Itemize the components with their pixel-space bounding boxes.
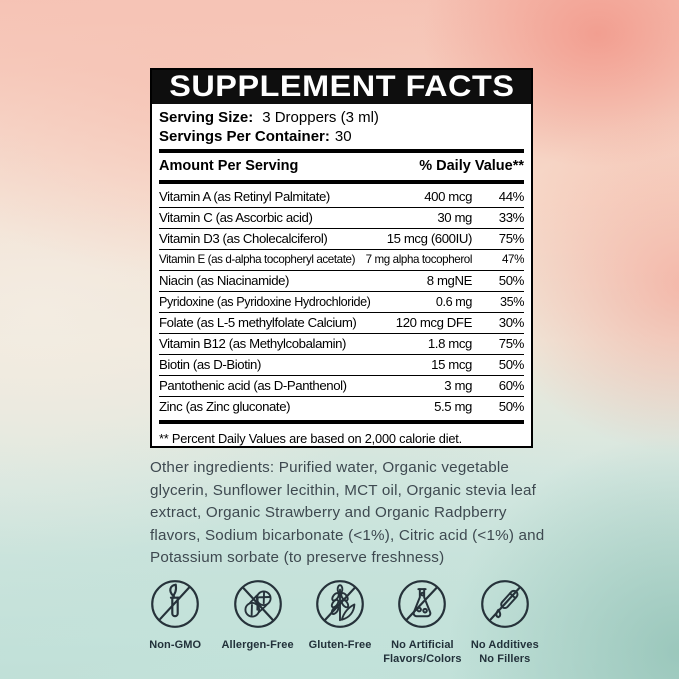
nutrient-dv: 33%: [498, 210, 525, 225]
panel-body: Serving Size: 3 Droppers (3 ml) Servings …: [152, 104, 531, 451]
daily-value-footnote: ** Percent Daily Values are based on 2,0…: [159, 431, 462, 446]
nutrient-name: Vitamin C (as Ascorbic acid): [159, 210, 313, 225]
nutrient-name: Vitamin D3 (as Cholecalciferol): [159, 231, 328, 246]
nutrient-amount: 30 mg: [437, 210, 472, 225]
nutrient-amount: 400 mcg: [424, 189, 472, 204]
nutrient-name: Niacin (as Niacinamide): [159, 273, 290, 288]
thick-rule: [159, 180, 524, 184]
gluten-free-icon: [316, 580, 364, 628]
nutrient-name: Zinc (as Zinc gluconate): [159, 399, 291, 414]
allergen-free-icon: [233, 580, 282, 628]
nutrient-name: Vitamin B12 (as Methylcobalamin): [159, 336, 347, 351]
badge-label: No Additives No Fillers: [470, 639, 539, 665]
nutrient-dv: 47%: [501, 253, 524, 266]
table-row: Zinc (as Zinc gluconate) 5.5 mg 50%: [159, 396, 524, 417]
nutrient-name: Folate (as L-5 methylfolate Calcium): [159, 315, 357, 330]
badge-no-additives: No Additives No Fillers: [464, 577, 546, 666]
serving-size-line: Serving Size: 3 Droppers (3 ml): [159, 108, 524, 127]
servings-per-container-line: Servings Per Container: 30: [159, 127, 524, 146]
amount-per-serving-header: Amount Per Serving: [159, 158, 299, 174]
nutrient-table: Vitamin A (as Retinyl Palmitate) 400 mcg…: [159, 187, 524, 417]
nutrient-dv: 75%: [498, 336, 525, 351]
nutrient-dv: 60%: [498, 378, 525, 393]
nutrient-name: Biotin (as D-Biotin): [159, 357, 261, 372]
table-row: Pyridoxine (as Pyridoxine Hydrochloride)…: [159, 291, 524, 312]
other-ingredients-text: Other ingredients: Purified water, Organ…: [150, 459, 545, 566]
nutrient-dv: 30%: [498, 315, 525, 330]
nutrient-amount: 0.6 mg: [435, 295, 473, 309]
nutrient-name: Vitamin A (as Retinyl Palmitate): [159, 189, 330, 204]
nutrient-amount: 15 mcg: [431, 357, 472, 372]
no-artificial-icon: [398, 580, 447, 628]
servings-per-container-value: 30: [334, 128, 352, 145]
badge-label: No Artificial Flavors/Colors: [383, 639, 462, 665]
table-header-row: Amount Per Serving % Daily Value**: [159, 156, 524, 177]
nutrient-amount: 120 mcg DFE: [395, 315, 473, 330]
serving-size-value: 3 Droppers (3 ml): [262, 109, 379, 126]
nutrient-dv: 50%: [498, 273, 525, 288]
panel-title: SUPPLEMENT FACTS: [168, 70, 515, 103]
table-row: Vitamin C (as Ascorbic acid) 30 mg 33%: [159, 207, 524, 228]
nutrient-amount: 8 mgNE: [426, 273, 473, 288]
nutrient-amount: 5.5 mg: [434, 399, 472, 414]
badge-label: Non-GMO: [149, 639, 202, 651]
nutrient-amount: 15 mcg (600IU): [386, 231, 473, 246]
table-row: Vitamin E (as d-alpha tocopheryl acetate…: [159, 249, 524, 270]
non-gmo-icon: [151, 580, 200, 628]
panel-title-bar: SUPPLEMENT FACTS: [152, 70, 531, 104]
daily-value-header: % Daily Value**: [419, 158, 524, 174]
badge-no-artificial: No Artificial Flavors/Colors: [381, 577, 463, 666]
badge-allergen-free: Allergen-Free: [216, 577, 298, 666]
no-additives-icon: [480, 580, 529, 628]
badge-non-gmo: Non-GMO: [134, 577, 216, 666]
table-row: Vitamin A (as Retinyl Palmitate) 400 mcg…: [159, 187, 524, 207]
nutrient-amount: 3 mg: [444, 378, 472, 393]
table-row: Vitamin B12 (as Methylcobalamin) 1.8 mcg…: [159, 333, 524, 354]
table-row: Niacin (as Niacinamide) 8 mgNE 50%: [159, 270, 524, 291]
nutrient-dv: 44%: [498, 189, 525, 204]
badge-label: Gluten-Free: [308, 639, 372, 651]
badge-row: Non-GMO Allergen-Free: [134, 577, 546, 666]
nutrient-dv: 50%: [498, 357, 525, 372]
supplement-facts-panel: SUPPLEMENT FACTS Serving Size: 3 Droppers…: [150, 68, 533, 448]
badge-gluten-free: Gluten-Free: [299, 577, 381, 666]
serving-size-label: Serving Size:: [159, 109, 254, 126]
nutrient-dv: 35%: [499, 295, 524, 309]
table-row: Vitamin D3 (as Cholecalciferol) 15 mcg (…: [159, 228, 524, 249]
servings-per-container-label: Servings Per Container:: [159, 128, 330, 145]
nutrient-amount: 1.8 mcg: [427, 336, 473, 351]
nutrient-name: Pyridoxine (as Pyridoxine Hydrochloride): [159, 295, 371, 309]
badge-label: Allergen-Free: [221, 639, 294, 651]
nutrient-amount: 7 mg alpha tocopherol: [365, 253, 473, 266]
table-row: Pantothenic acid (as D-Panthenol) 3 mg 6…: [159, 375, 524, 396]
nutrient-dv: 75%: [498, 231, 525, 246]
table-row: Folate (as L-5 methylfolate Calcium) 120…: [159, 312, 524, 333]
nutrient-dv: 50%: [498, 399, 525, 414]
table-row: Biotin (as D-Biotin) 15 mcg 50%: [159, 354, 524, 375]
thick-rule: [159, 420, 524, 424]
thick-rule: [159, 149, 524, 153]
nutrient-name: Vitamin E (as d-alpha tocopheryl acetate…: [159, 253, 356, 266]
nutrient-name: Pantothenic acid (as D-Panthenol): [159, 378, 347, 393]
